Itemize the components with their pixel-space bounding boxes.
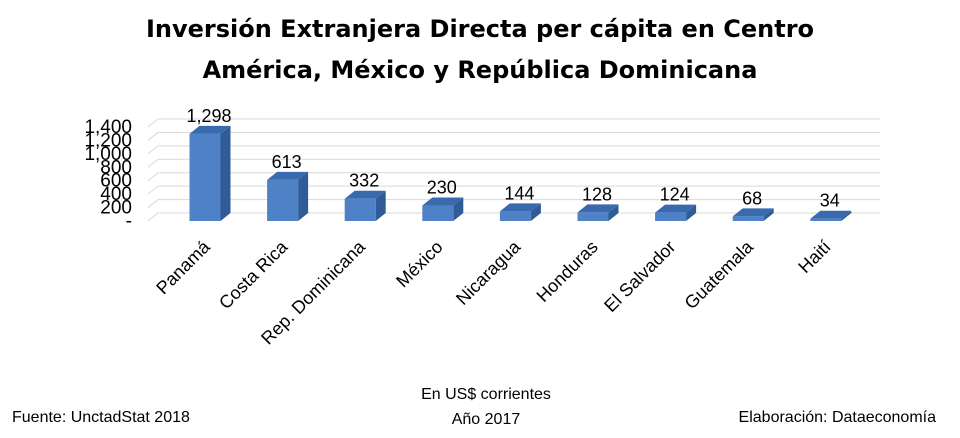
bar-top xyxy=(810,210,852,219)
x-category-label: Honduras xyxy=(532,237,601,306)
bar-top xyxy=(344,190,386,199)
credit-note: Elaboración: Dataeconomía xyxy=(739,409,937,426)
gridline xyxy=(147,158,880,168)
x-category-label: Nicaragua xyxy=(452,236,525,309)
bar-top xyxy=(189,125,231,134)
y-tick-label: 1,000 xyxy=(84,144,132,165)
bar-front xyxy=(189,133,221,221)
bar-side xyxy=(220,125,231,221)
year-note: Año 2017 xyxy=(452,411,521,428)
gridline xyxy=(147,172,880,182)
bar-side xyxy=(763,208,774,221)
data-label: 34 xyxy=(820,191,840,211)
bar-top xyxy=(577,204,619,213)
gridline xyxy=(147,131,880,141)
data-label: 144 xyxy=(504,183,534,203)
data-label: 1,298 xyxy=(186,106,231,126)
chart-title-line-1: Inversión Extranjera Directa per cápita … xyxy=(146,15,814,43)
bar-side xyxy=(530,203,541,221)
data-label: 613 xyxy=(272,152,302,172)
bar-top xyxy=(499,203,541,212)
bar-front xyxy=(732,216,764,221)
bar xyxy=(189,125,231,221)
bars xyxy=(189,125,852,221)
data-label: 68 xyxy=(742,188,762,208)
bar-front xyxy=(344,198,376,221)
bar-side xyxy=(841,210,852,221)
bar xyxy=(422,197,464,221)
data-label: 332 xyxy=(349,171,379,191)
gridline xyxy=(147,118,880,128)
bar-side xyxy=(686,204,697,221)
source-note: Fuente: UnctadStat 2018 xyxy=(12,409,190,426)
bar xyxy=(655,204,697,221)
gridline xyxy=(147,145,880,155)
gridline xyxy=(147,199,880,208)
bar-front xyxy=(422,205,454,221)
bar-side xyxy=(298,171,309,221)
y-tick-label: 400 xyxy=(100,184,132,205)
x-category-label: Guatemala xyxy=(681,236,758,313)
bar xyxy=(499,203,541,221)
gridline xyxy=(147,212,880,222)
bar-front xyxy=(577,212,609,221)
bar xyxy=(344,190,386,221)
bar xyxy=(810,210,852,221)
gridline xyxy=(147,185,880,195)
y-tick-label: - xyxy=(126,211,132,232)
bar-side xyxy=(453,197,464,221)
chart-title-line-2: América, México y República Dominicana xyxy=(203,56,758,84)
y-tick-label: 600 xyxy=(100,171,132,192)
y-tick-label: 800 xyxy=(100,157,132,178)
bar-top xyxy=(732,208,774,217)
bar-front xyxy=(267,179,299,221)
bar-top xyxy=(422,197,464,206)
data-labels: 1,298 613 332 230 144 128 124 68 34 xyxy=(186,106,839,211)
bar xyxy=(267,171,309,221)
y-tick-label: 200 xyxy=(100,198,132,219)
bar-side xyxy=(608,204,619,221)
bar-front xyxy=(810,218,842,221)
bar xyxy=(577,204,619,221)
bar-side xyxy=(375,190,386,221)
gridlines xyxy=(147,118,880,222)
bar xyxy=(732,208,774,221)
data-label: 128 xyxy=(582,184,612,204)
bar-front xyxy=(499,211,531,221)
bar-front xyxy=(655,212,687,221)
y-tick-label: 1,400 xyxy=(84,117,132,138)
x-category-label: México xyxy=(392,237,446,291)
x-category-label: Haití xyxy=(794,237,834,277)
data-label: 124 xyxy=(660,185,690,205)
x-category-label: Costa Rica xyxy=(215,236,292,313)
y-tick-label: 1,200 xyxy=(84,130,132,151)
x-category-label: Panamá xyxy=(152,236,214,298)
unit-note: En US$ corrientes xyxy=(421,386,551,403)
bar-top xyxy=(655,204,697,213)
bar-top xyxy=(267,171,309,180)
x-category-label: El Salvador xyxy=(600,237,679,316)
data-label: 230 xyxy=(427,178,457,198)
